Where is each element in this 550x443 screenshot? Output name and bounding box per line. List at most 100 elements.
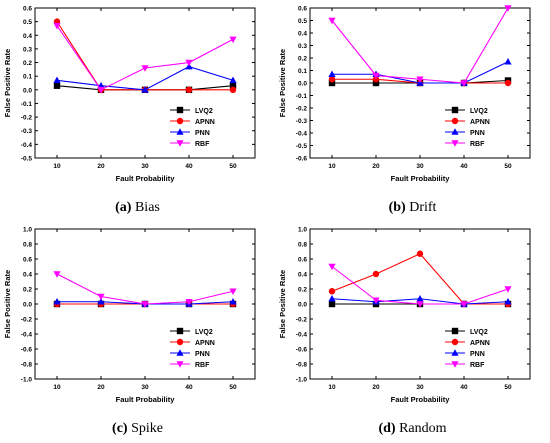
data-point	[460, 301, 468, 308]
data-point	[328, 17, 336, 25]
chart-caption: (a) Bias	[0, 200, 275, 216]
data-point	[504, 57, 512, 65]
y-tick-label: -0.4	[296, 332, 308, 339]
y-tick-label: -0.4	[296, 131, 308, 138]
y-tick-label: -0.1	[21, 101, 33, 108]
y-axis-label: False Positive Rate	[3, 270, 12, 338]
y-tick-label: -0.3	[21, 128, 33, 135]
legend-label: RBF	[470, 362, 485, 369]
data-point	[229, 36, 237, 44]
legend: LVQ2 APNN PNN RBF	[445, 327, 490, 369]
data-point	[504, 5, 512, 12]
x-tick-label: 50	[229, 163, 237, 170]
x-tick-label: 50	[229, 384, 237, 391]
y-tick-label: 0.2	[23, 287, 32, 294]
caption-text: Random	[399, 421, 447, 436]
y-tick-label: 0.3	[298, 43, 307, 50]
data-point	[328, 76, 336, 83]
y-tick-label: 0.4	[23, 272, 32, 279]
caption-label: (c)	[112, 421, 128, 436]
data-point	[372, 270, 380, 278]
data-point	[328, 288, 336, 295]
x-tick-label: 30	[416, 384, 424, 391]
y-tick-label: -0.5	[21, 156, 33, 163]
y-tick-label: 0.5	[23, 19, 32, 26]
series-rbf	[328, 5, 512, 87]
data-point	[97, 293, 105, 301]
x-tick-label: 40	[185, 163, 193, 170]
x-tick-label: 20	[97, 163, 105, 170]
y-tick-label: 1.0	[298, 227, 307, 234]
legend-label: LVQ2	[470, 108, 488, 115]
y-tick-label: -0.1	[296, 93, 308, 100]
data-point	[416, 76, 424, 84]
y-tick-label: 0.4	[23, 33, 32, 40]
x-tick-label: 30	[141, 163, 149, 170]
data-point	[97, 297, 105, 305]
y-tick-label: 0.1	[23, 74, 32, 81]
data-point	[328, 300, 336, 308]
legend-label: APNN	[195, 340, 215, 347]
x-axis-label: Fault Probability	[116, 174, 176, 183]
legend-marker	[176, 106, 184, 114]
y-tick-label: -1.0	[296, 377, 308, 384]
y-tick-label: 0.0	[23, 302, 32, 309]
legend-label: PNN	[195, 130, 210, 137]
legend-marker	[176, 117, 184, 125]
y-tick-label: 0.0	[298, 302, 307, 309]
y-tick-label: 0.2	[298, 287, 307, 294]
x-axis-label: Fault Probability	[391, 174, 451, 183]
legend: LVQ2 APNN PNN RBF	[170, 327, 215, 369]
data-point	[229, 82, 237, 89]
data-point	[53, 22, 61, 30]
chart-panel-bias: -0.5 -0.4 -0.3 -0.2 -0.1 0.0 0.1 0.2 0.3 0.4 0.5 0.…	[0, 0, 275, 221]
data-point	[185, 59, 193, 67]
x-tick-label: 20	[372, 163, 380, 170]
chart-svg: -1.0 -0.8 -0.6 -0.4 -0.2 0.0 0.2 0.4 0.6 0.8 1.0 10…	[3, 227, 256, 404]
chart-caption: (c) Spike	[0, 421, 275, 437]
x-tick-label: 40	[460, 163, 468, 170]
legend-label: LVQ2	[195, 329, 213, 336]
x-tick-label: 40	[185, 384, 193, 391]
x-tick-label: 20	[372, 384, 380, 391]
series-rbf	[53, 22, 237, 94]
legend-marker	[176, 361, 184, 368]
legend-marker	[451, 338, 459, 346]
y-axis-label: False Positive Rate	[3, 49, 12, 117]
y-tick-label: 0.8	[23, 242, 32, 249]
data-point	[229, 297, 237, 305]
data-point	[53, 271, 61, 278]
y-tick-label: -0.4	[21, 142, 33, 149]
y-tick-label: 0.6	[23, 257, 32, 264]
x-tick-label: 30	[416, 163, 424, 170]
legend-marker	[176, 327, 184, 335]
legend-marker	[176, 128, 184, 135]
chart-svg: -0.5 -0.4 -0.3 -0.2 -0.1 0.0 0.1 0.2 0.3 0.4 0.5 0.…	[3, 6, 256, 183]
x-tick-label: 10	[53, 163, 61, 170]
plot-frame	[34, 7, 256, 159]
series-rbf	[328, 263, 512, 308]
series-line	[56, 273, 234, 305]
y-axis-label: False Positive Rate	[278, 49, 287, 117]
y-tick-label: 0.3	[23, 46, 32, 53]
y-tick-label: 0.4	[298, 31, 307, 38]
legend-label: PNN	[470, 351, 485, 358]
x-axis-label: Fault Probability	[391, 395, 451, 404]
data-point	[53, 297, 61, 305]
y-tick-label: -0.5	[296, 143, 308, 150]
chart-panel-spike: -1.0 -0.8 -0.6 -0.4 -0.2 0.0 0.2 0.4 0.6 0.8 1.0 10…	[0, 221, 275, 442]
y-tick-label: 0.6	[298, 257, 307, 264]
y-tick-label: 0.2	[298, 56, 307, 63]
data-point	[372, 297, 380, 305]
legend-label: RBF	[470, 141, 485, 148]
series-line	[56, 21, 233, 91]
series-rbf	[53, 271, 237, 308]
y-tick-label: -0.2	[21, 317, 33, 324]
y-tick-label: -0.8	[21, 362, 33, 369]
y-tick-label: -0.4	[21, 332, 33, 339]
legend-label: RBF	[195, 141, 210, 148]
caption-text: Spike	[131, 421, 163, 436]
data-point	[185, 298, 193, 306]
y-tick-label: 0.0	[23, 87, 32, 94]
data-point	[504, 286, 512, 293]
